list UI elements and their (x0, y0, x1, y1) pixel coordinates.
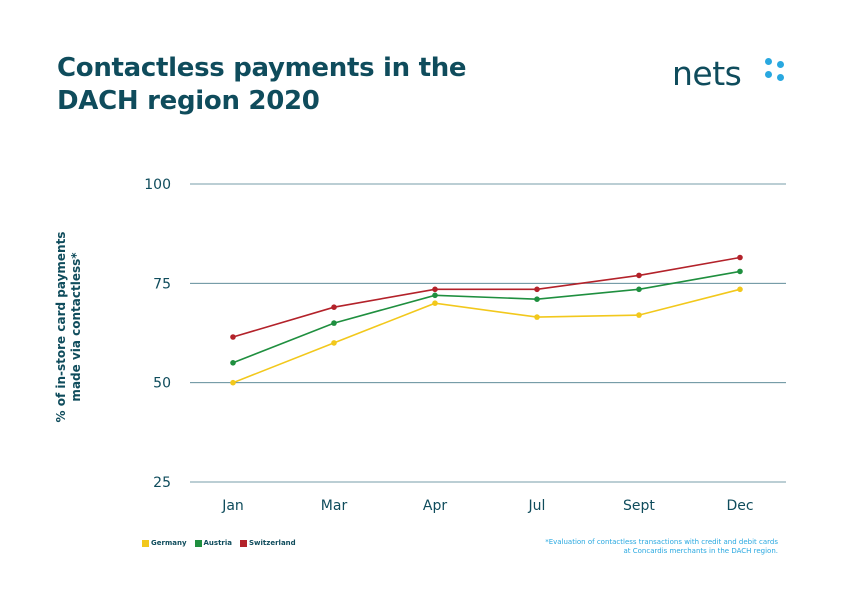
x-tick-label: Sept (623, 498, 655, 514)
data-point (636, 312, 642, 318)
data-point (737, 254, 743, 261)
series-line (232, 256, 741, 338)
data-point (534, 296, 540, 303)
y-tick-label: 25 (153, 475, 171, 491)
y-tick-label: 100 (144, 177, 171, 193)
nets-dots-logo-icon (765, 58, 787, 82)
data-point (432, 300, 438, 307)
legend-item: Germany (142, 539, 187, 547)
data-point (432, 286, 438, 293)
logo-text: nets (672, 54, 742, 93)
data-point (636, 272, 642, 279)
title-line-1: Contactless payments in the (57, 53, 467, 83)
legend-item: Austria (194, 539, 233, 547)
data-point (636, 286, 642, 293)
x-tick-label: Dec (726, 498, 753, 514)
legend-item: Switzerland (240, 539, 296, 547)
y-tick-label: 50 (153, 376, 171, 392)
data-point (230, 379, 236, 386)
data-point (230, 334, 236, 340)
footnote: *Evaluation of contactless transactions … (545, 538, 778, 556)
x-tick-label: Jan (221, 498, 244, 514)
data-point (737, 268, 743, 275)
legend-swatch (194, 539, 202, 547)
data-point (331, 340, 337, 346)
x-tick-label: Jul (528, 498, 546, 514)
data-point (737, 286, 743, 293)
legend-swatch (142, 539, 149, 547)
series-line (232, 288, 741, 384)
legend-label: Germany (151, 539, 187, 547)
y-tick-label: 75 (153, 276, 171, 292)
nets-logo: nets (672, 54, 784, 94)
legend: Germany Austria Switzerland (142, 539, 296, 547)
x-tick-label: Apr (423, 498, 447, 514)
data-point (432, 292, 438, 299)
data-point (331, 320, 337, 326)
series-line (232, 270, 741, 364)
x-tick-label: Mar (321, 498, 348, 514)
data-point (331, 304, 337, 311)
legend-label: Switzerland (249, 539, 296, 547)
legend-label: Austria (203, 539, 233, 547)
data-point (534, 286, 540, 293)
page-title: Contactless payments in the DACH region … (57, 52, 467, 118)
title-line-2: DACH region 2020 (57, 86, 320, 116)
footnote-line-1: *Evaluation of contactless transactions … (545, 538, 778, 546)
data-point (534, 314, 540, 320)
legend-swatch (240, 539, 248, 547)
data-point (230, 360, 236, 366)
footnote-line-2: at Concardis merchants in the DACH regio… (623, 547, 779, 555)
